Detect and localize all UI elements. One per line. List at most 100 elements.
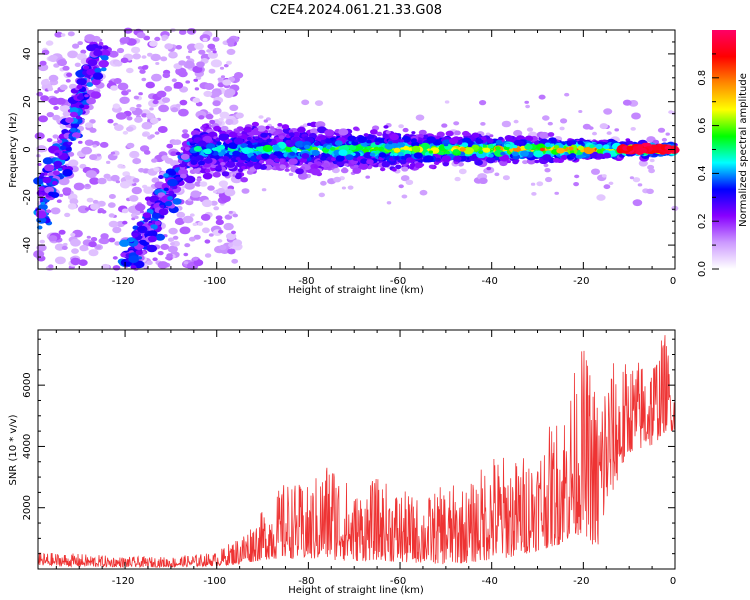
spectrogram-cell: [665, 132, 670, 136]
spectrogram-cell: [96, 153, 102, 157]
spectrogram-cell: [578, 110, 583, 113]
spectrogram-cell: [53, 106, 59, 110]
spectrogram-cell: [360, 158, 368, 164]
spectrogram-cell: [278, 135, 285, 140]
spectrogram-cell: [471, 144, 480, 151]
spectrogram-cell: [475, 138, 484, 145]
spectrogram-cell: [559, 126, 565, 131]
spectrogram-cell: [42, 176, 52, 184]
spectrogram-cell: [320, 156, 326, 161]
spectrogram-cell: [504, 135, 513, 141]
spectrogram-cell: [221, 171, 230, 177]
spectrogram-cell: [114, 241, 121, 246]
spectrogram-cell: [178, 108, 189, 117]
spectrogram-cell: [198, 49, 206, 55]
spectrogram-cell: [212, 107, 222, 115]
spectrogram-cell: [38, 115, 48, 123]
spectrogram-cell: [114, 60, 123, 67]
spectrogram-cell: [344, 163, 349, 167]
spectrogram-cell: [603, 184, 611, 190]
spectrogram-cell: [84, 94, 89, 98]
spectrogram-cell: [152, 99, 159, 105]
spectrogram-cell: [232, 213, 238, 218]
spectrogram-cell: [250, 139, 256, 144]
spectrogram-cell: [69, 111, 78, 118]
spectrogram-cell: [195, 155, 204, 161]
spectrogram-cell: [167, 196, 174, 201]
spectrogram-cell: [638, 160, 648, 167]
spectrogram-cell: [103, 173, 111, 179]
spectrogram-cell: [327, 167, 332, 171]
spectrogram-cell: [524, 135, 534, 142]
spectrogram-cell: [175, 176, 182, 181]
spectrogram-cell: [258, 115, 264, 119]
spectrogram-cell: [489, 134, 494, 138]
spectrogram-cell: [141, 65, 149, 70]
spectrogram-cell: [185, 80, 190, 84]
spectrogram-cell: [61, 245, 68, 250]
spectrogram-cell: [596, 149, 603, 154]
colorbar-tick-label: 0.4: [697, 165, 708, 181]
spectrogram-cell: [498, 136, 504, 141]
spectrogram-cell: [231, 157, 237, 162]
spectrogram-cell: [141, 55, 147, 59]
spectrogram-cell: [370, 129, 378, 135]
spectrogram-cell: [413, 152, 423, 159]
spectrogram-cell: [299, 157, 308, 163]
spectrogram-cell: [320, 180, 327, 186]
spectrogram-cell: [184, 243, 191, 248]
spectrogram-cell: [36, 91, 43, 97]
spectrogram-cell: [435, 157, 441, 162]
spectrogram-cell: [77, 205, 89, 214]
spectrogram-cell: [47, 86, 54, 92]
spectrogram-cell: [258, 138, 264, 143]
spectrogram-cell: [501, 120, 512, 128]
spectrogram-cell: [470, 136, 475, 140]
spectrogram-cell: [513, 129, 523, 137]
spectrogram-cell: [90, 91, 102, 99]
spectrogram-cell: [233, 137, 244, 145]
spectrogram-cell: [147, 52, 153, 57]
spectrogram-cell: [131, 46, 141, 54]
spectrogram-cell: [338, 149, 348, 156]
spectrogram-cell: [131, 186, 142, 195]
spectrogram-cell: [97, 177, 107, 185]
spectrogram-cell: [325, 153, 331, 157]
spectrogram-cell: [170, 242, 175, 246]
spectrogram-cell: [183, 261, 189, 265]
spectrogram-cell: [208, 233, 214, 237]
spectrogram-cell: [142, 212, 151, 219]
spectrogram-cell: [58, 193, 64, 197]
spectrogram-cell: [184, 182, 195, 190]
spectrogram-cell: [398, 184, 404, 189]
spectrogram-cell: [297, 126, 306, 134]
spectrogram-cell: [136, 221, 144, 227]
spectrogram-cell: [151, 212, 162, 219]
spectrogram-cell: [495, 146, 501, 151]
spectrogram-cell: [543, 163, 549, 168]
spectrogram-cell: [513, 145, 518, 149]
spectrogram-cell: [281, 124, 290, 130]
spectrogram-cell: [235, 112, 244, 119]
spectrogram-cell: [162, 72, 171, 79]
spectrogram-cell: [445, 130, 454, 137]
spectrogram-cell: [488, 153, 494, 158]
spectrogram-cell: [199, 181, 208, 187]
spectrogram-cell: [330, 147, 336, 151]
spectrogram-cell: [70, 238, 81, 247]
spectrogram-cell: [265, 158, 274, 165]
spectrogram-cell: [190, 190, 201, 198]
spectrogram-cell: [107, 202, 116, 208]
spectrogram-cell: [218, 229, 224, 234]
spectrogram-cell: [220, 195, 231, 203]
spectrogram-cell: [202, 37, 208, 42]
spectrogram-cell: [384, 143, 394, 150]
spectrogram-cell: [194, 42, 205, 50]
spectrogram-cell: [86, 44, 96, 52]
spectrogram-cell: [409, 162, 416, 168]
spectrogram-cell: [519, 140, 525, 145]
spectrogram-cell: [165, 256, 171, 260]
spectrogram-cell: [84, 139, 94, 146]
spectrogram-cell: [131, 217, 136, 221]
spectrogram-cell: [524, 100, 529, 104]
